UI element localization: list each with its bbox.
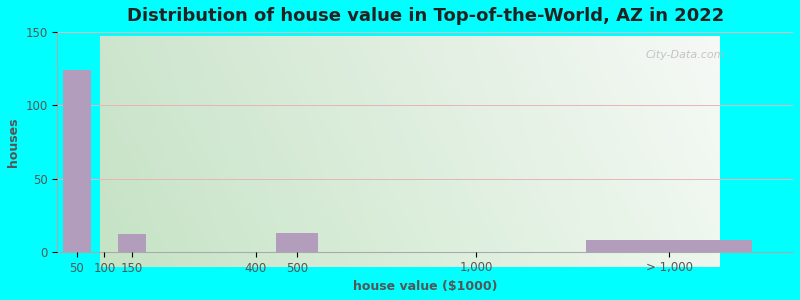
Title: Distribution of house value in Top-of-the-World, AZ in 2022: Distribution of house value in Top-of-th… [126, 7, 724, 25]
X-axis label: house value ($1000): house value ($1000) [353, 280, 498, 293]
Y-axis label: houses: houses [7, 117, 20, 167]
Bar [63, 70, 90, 252]
Bar [118, 234, 146, 252]
Bar [586, 240, 752, 252]
Bar [277, 233, 318, 252]
Text: City-Data.com: City-Data.com [646, 50, 726, 60]
